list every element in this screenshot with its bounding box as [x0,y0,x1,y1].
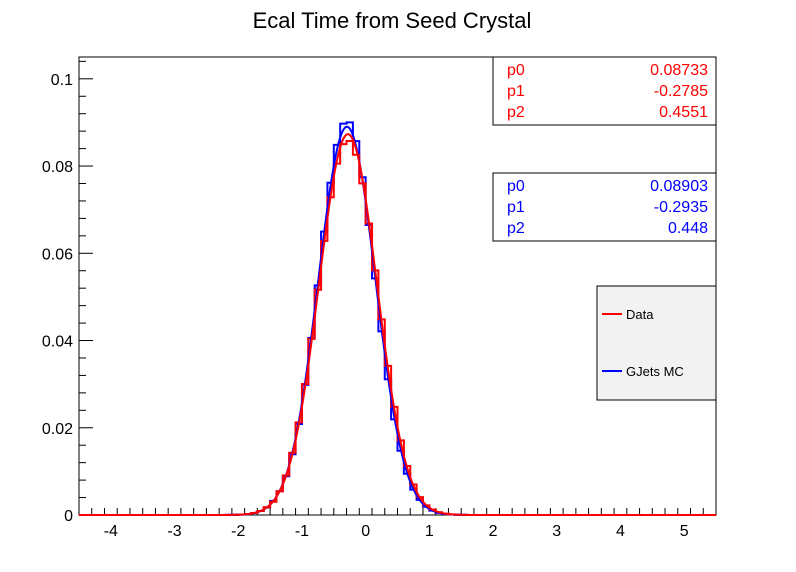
stat-label: p2 [507,104,525,121]
series-layer [79,121,716,516]
y-tick-label: 0.06 [42,246,73,263]
stat-label: p2 [507,220,525,237]
x-tick-label: 4 [616,523,625,540]
stat-value: 0.4551 [659,104,708,121]
stat-value: 0.448 [668,220,708,237]
x-axis: -4 -3 -2 -1 0 1 2 3 4 5 [78,508,717,540]
stat-value: 0.08903 [650,178,708,195]
legend-label: Data [626,307,654,322]
stat-label: p1 [507,83,525,100]
stat-value: -0.2785 [654,83,708,100]
x-tick-label: -4 [104,523,118,540]
y-tick-label: 0.02 [42,421,73,438]
x-tick-label: 0 [361,523,370,540]
stat-label: p0 [507,178,525,195]
x-tick-label: 1 [425,523,434,540]
x-tick-label: 2 [489,523,498,540]
x-tick-label: -1 [295,523,309,540]
x-tick-label: -3 [167,523,181,540]
stat-value: 0.08733 [650,62,708,79]
x-tick-label: 3 [552,523,561,540]
y-tick-label: 0.1 [51,72,73,89]
legend-box [596,285,717,401]
y-axis: 0 0.02 0.04 0.06 0.08 0.1 [42,60,93,525]
y-tick-label: 0.04 [42,334,73,351]
legend: Data GJets MC [596,285,717,401]
legend-label: GJets MC [626,364,684,379]
stats-layer: p0 0.08733 p1 -0.2785 p2 0.4551 p0 0.08903 p1 -0.… [492,56,717,242]
y-tick-label: 0.08 [42,159,73,176]
chart-title: Ecal Time from Seed Crystal [253,8,532,33]
stat-box [492,56,717,126]
x-tick-label: 5 [680,523,689,540]
fit-curve-data [79,133,716,516]
stat-label: p0 [507,62,525,79]
stat-label: p1 [507,199,525,216]
stat-value: -0.2935 [654,199,708,216]
y-tick-label: 0 [64,508,73,525]
x-tick-label: -2 [231,523,245,540]
stat-box [492,172,717,242]
